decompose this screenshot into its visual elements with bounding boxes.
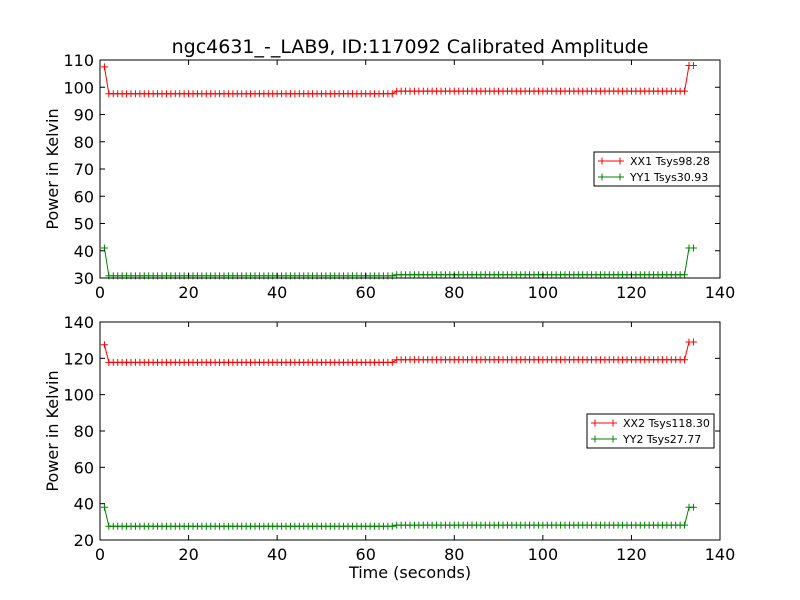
y-tick-label: 100: [63, 386, 94, 405]
plot-area: [100, 338, 697, 530]
top-panel: 0 20 40 60 80 100 120 140 30 40 50 60 70 80 90 100 110 Po…: [43, 51, 735, 302]
x-tick-label: 80: [444, 283, 464, 302]
data-point: [681, 356, 689, 364]
legend-label: XX1 Tsys98.28: [630, 155, 710, 168]
plot-area: [100, 61, 697, 280]
legend-entry: XX2 Tsys118.30: [591, 417, 710, 430]
legend-marker: [609, 419, 617, 427]
data-point: [388, 90, 396, 98]
x-tick-label: 120: [616, 545, 647, 564]
bottom-panel: 0 20 40 60 80 100 120 14020406080100120140Power…: [43, 313, 735, 564]
y-tick-label: 30: [74, 269, 94, 288]
legend-marker: [598, 157, 606, 165]
y-tick-label: 90: [74, 106, 94, 125]
legend-marker: [598, 173, 606, 181]
x-tick-label: 60: [356, 283, 376, 302]
y-tick-label: 40: [74, 495, 94, 514]
data-point: [681, 87, 689, 95]
y-tick-label: 140: [63, 313, 94, 332]
legend-marker: [616, 173, 624, 181]
legend-label: XX2 Tsys118.30: [623, 417, 710, 430]
legend-box: [593, 151, 721, 187]
data-point: [681, 521, 689, 529]
series-2: [100, 503, 697, 530]
legend-entry: YY1 Tsys30.93: [598, 171, 708, 184]
y-tick-label: 60: [74, 458, 94, 477]
y-tick-label: 70: [74, 160, 94, 179]
legend-entry: XX1 Tsys98.28: [598, 155, 710, 168]
data-point: [689, 244, 697, 252]
y-tick-label: 110: [63, 51, 94, 70]
x-tick-label: 140: [705, 545, 736, 564]
legend-marker: [591, 419, 599, 427]
x-tick-label: 80: [444, 545, 464, 564]
legend-label: YY1 Tsys30.93: [629, 171, 708, 184]
legend-box: [586, 413, 715, 449]
series-1: [100, 338, 697, 366]
chart-title: ngc4631_-_LAB9, ID:117092 Calibrated Amp…: [172, 36, 649, 58]
series-2: [100, 244, 697, 280]
data-point: [100, 63, 108, 71]
x-axis-label: Time (seconds): [348, 563, 471, 582]
x-tick-label: 40: [267, 545, 287, 564]
y-tick-label: 60: [74, 187, 94, 206]
y-tick-label: 100: [63, 78, 94, 97]
x-tick-label: 140: [705, 283, 736, 302]
x-tick-label: 60: [356, 545, 376, 564]
data-point: [388, 358, 396, 366]
data-point: [689, 503, 697, 511]
y-tick-label: 40: [74, 242, 94, 261]
x-tick-label: 20: [178, 545, 198, 564]
legend-label: YY2 Tsys27.77: [622, 433, 701, 446]
x-tick-label: 20: [178, 283, 198, 302]
y-tick-label: 20: [74, 531, 94, 550]
y-tick-label: 50: [74, 215, 94, 234]
y-tick-label: 80: [74, 133, 94, 152]
data-point: [689, 338, 697, 346]
x-tick-label: 0: [95, 545, 105, 564]
x-tick-label: 40: [267, 283, 287, 302]
y-axis-label: Power in Kelvin: [43, 370, 62, 491]
legend-marker: [609, 435, 617, 443]
y-tick-label: 80: [74, 422, 94, 441]
data-point: [388, 522, 396, 530]
x-tick-label: 100: [528, 545, 559, 564]
data-point: [100, 341, 108, 349]
series-1: [100, 61, 697, 98]
y-axis-label: Power in Kelvin: [43, 108, 62, 229]
y-tick-label: 120: [63, 349, 94, 368]
data-point: [681, 271, 689, 279]
legend: XX1 Tsys98.28 YY1 Tsys30.93: [593, 151, 721, 187]
legend-marker: [616, 157, 624, 165]
legend: XX2 Tsys118.30 YY2 Tsys27.77: [586, 413, 715, 449]
legend-marker: [591, 435, 599, 443]
data-point: [689, 61, 697, 69]
x-tick-label: 0: [95, 283, 105, 302]
x-tick-label: 100: [528, 283, 559, 302]
legend-entry: YY2 Tsys27.77: [591, 433, 701, 446]
x-tick-label: 120: [616, 283, 647, 302]
data-point: [100, 503, 108, 511]
